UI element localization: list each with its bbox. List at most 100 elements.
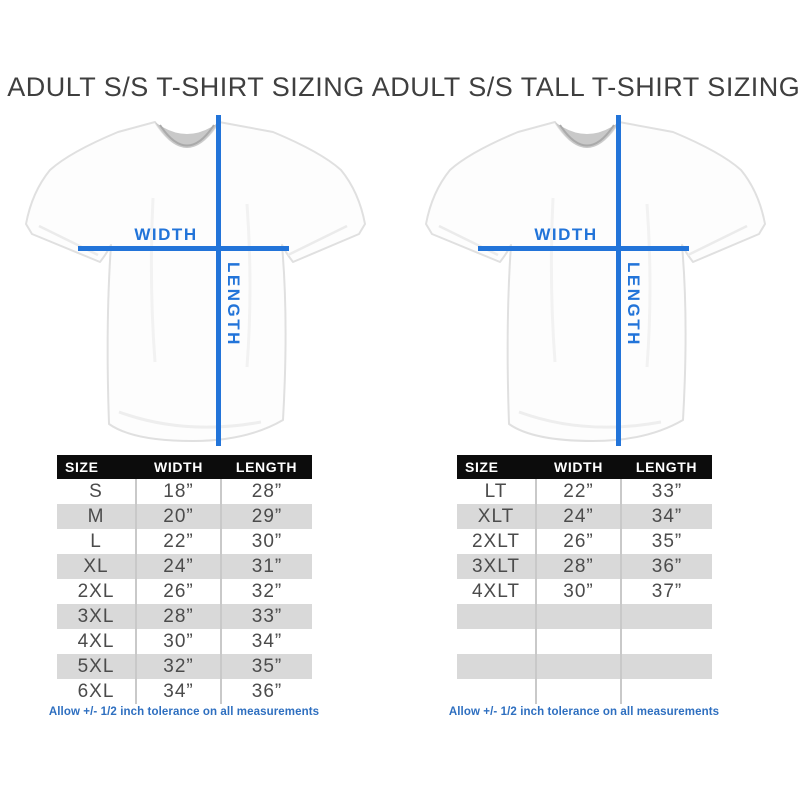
page-title: ADULT S/S TALL T-SHIRT SIZING: [371, 72, 800, 102]
collar-shape: [555, 122, 619, 148]
length-cell: [620, 604, 712, 629]
length-label: LENGTH: [624, 262, 643, 347]
right-sleeve-hem-line: [687, 224, 748, 257]
size-cell: 6XL: [57, 679, 136, 704]
size-cell: [457, 679, 536, 704]
page-title: ADULT S/S T-SHIRT SIZING: [7, 72, 365, 102]
table-row: S 18” 28”: [57, 479, 312, 504]
panel-tall-sizing: ADULT S/S TALL T-SHIRT SIZING WIDTH LENG…: [372, 0, 800, 800]
collar-inner-line: [559, 124, 615, 147]
tshirt-measurement-diagram: WIDTH LENGTH: [415, 112, 771, 454]
tshirt-measurement-diagram: WIDTH LENGTH: [15, 112, 371, 454]
fabric-fold-line: [549, 197, 557, 363]
width-cell: [535, 679, 621, 704]
size-column-header: SIZE: [457, 455, 536, 479]
table-row: LT 22” 33”: [457, 479, 712, 504]
length-cell: 29”: [220, 504, 312, 529]
width-cell: 30”: [135, 629, 221, 654]
width-cell: [535, 604, 621, 629]
table-row: XL 24” 31”: [57, 554, 312, 579]
size-cell: 3XLT: [457, 554, 536, 579]
table-row: 2XLT 26” 35”: [457, 529, 712, 554]
width-cell: 26”: [535, 529, 621, 554]
width-cell: [535, 654, 621, 679]
width-cell: 34”: [135, 679, 221, 704]
length-cell: [620, 679, 712, 704]
table-row: [457, 604, 712, 629]
width-measure-line: [78, 246, 289, 251]
length-cell: 35”: [220, 654, 312, 679]
width-cell: 28”: [535, 554, 621, 579]
tshirt-body-shape: [25, 121, 366, 442]
tolerance-note: Allow +/- 1/2 inch tolerance on all meas…: [448, 706, 720, 718]
table-row: 6XL 34” 36”: [57, 679, 312, 704]
tshirt-body-shape: [425, 121, 766, 442]
size-cell: 5XL: [57, 654, 136, 679]
length-cell: [620, 629, 712, 654]
right-sleeve-hem-line: [287, 224, 348, 257]
size-cell: 3XL: [57, 604, 136, 629]
length-cell: 28”: [220, 479, 312, 504]
hem-fold-line: [118, 410, 262, 429]
width-cell: 30”: [535, 579, 621, 604]
length-column-header: LENGTH: [621, 455, 712, 479]
size-table-tall: SIZE WIDTH LENGTH LT 22” 33” XLT 24” 34” 2XLT 2…: [457, 455, 712, 704]
size-cell: 4XL: [57, 629, 136, 654]
width-label: WIDTH: [134, 225, 198, 244]
length-cell: 33”: [220, 604, 312, 629]
size-cell: [457, 629, 536, 654]
table-row: XLT 24” 34”: [457, 504, 712, 529]
width-cell: [535, 629, 621, 654]
size-cell: L: [57, 529, 136, 554]
fabric-fold-line: [645, 203, 652, 368]
tolerance-note: Allow +/- 1/2 inch tolerance on all meas…: [48, 706, 320, 718]
size-table-regular: SIZE WIDTH LENGTH S 18” 28” M 20” 29” L 22” 30” X…: [57, 455, 312, 704]
size-column-header: SIZE: [57, 455, 136, 479]
width-cell: 28”: [135, 604, 221, 629]
length-column-header: LENGTH: [221, 455, 312, 479]
table-row: [457, 679, 712, 704]
size-cell: 2XLT: [457, 529, 536, 554]
width-column-header: WIDTH: [536, 455, 621, 479]
table-row: [457, 629, 712, 654]
size-cell: XLT: [457, 504, 536, 529]
table-row: 4XLT 30” 37”: [457, 579, 712, 604]
fabric-fold-line: [149, 197, 157, 363]
size-cell: LT: [457, 479, 536, 504]
tshirt-image: [425, 121, 766, 442]
table-row: 2XL 26” 32”: [57, 579, 312, 604]
panel-regular-sizing: ADULT S/S T-SHIRT SIZING WIDTH LENGTH: [7, 72, 371, 718]
collar-shape: [155, 122, 219, 148]
table-header-row: SIZE WIDTH LENGTH: [57, 455, 312, 479]
collar-inner-line: [159, 124, 215, 147]
width-cell: 32”: [135, 654, 221, 679]
width-cell: 24”: [535, 504, 621, 529]
width-cell: 18”: [135, 479, 221, 504]
tshirt-image: [25, 121, 366, 442]
width-cell: 22”: [135, 529, 221, 554]
length-cell: [620, 654, 712, 679]
table-row: 4XL 30” 34”: [57, 629, 312, 654]
table-header-row: SIZE WIDTH LENGTH: [457, 455, 712, 479]
width-cell: 20”: [135, 504, 221, 529]
size-cell: 2XL: [57, 579, 136, 604]
size-cell: 4XLT: [457, 579, 536, 604]
width-cell: 24”: [135, 554, 221, 579]
hem-fold-line: [518, 410, 662, 429]
length-cell: 37”: [620, 579, 712, 604]
width-cell: 22”: [535, 479, 621, 504]
length-measure-line: [216, 115, 221, 446]
width-measure-line: [478, 246, 689, 251]
length-cell: 35”: [620, 529, 712, 554]
length-cell: 36”: [220, 679, 312, 704]
table-row: M 20” 29”: [57, 504, 312, 529]
size-cell: S: [57, 479, 136, 504]
length-cell: 34”: [620, 504, 712, 529]
length-cell: 33”: [620, 479, 712, 504]
length-cell: 31”: [220, 554, 312, 579]
size-cell: XL: [57, 554, 136, 579]
width-cell: 26”: [135, 579, 221, 604]
length-cell: 36”: [620, 554, 712, 579]
table-row: L 22” 30”: [57, 529, 312, 554]
